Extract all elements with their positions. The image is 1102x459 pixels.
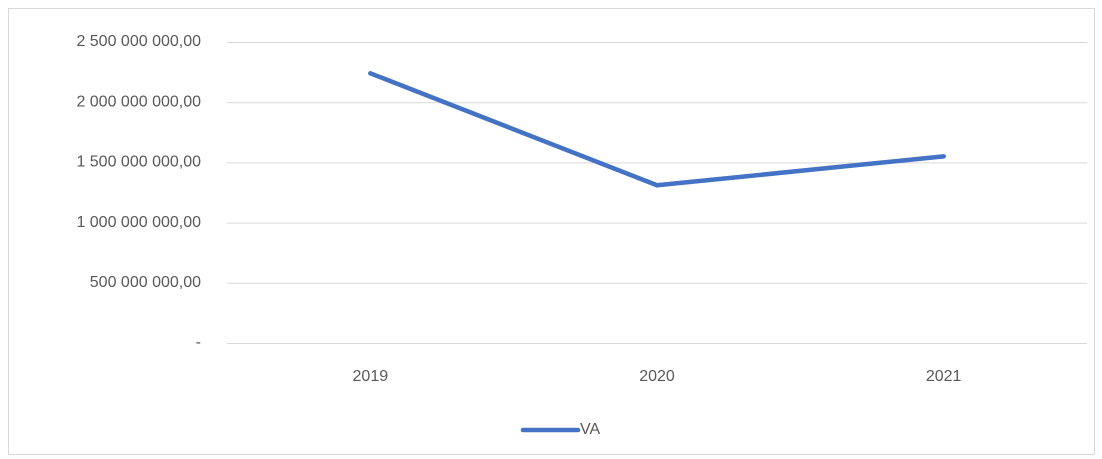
y-tick-label: - [196,334,201,351]
data-line [368,71,946,188]
y-tick-label: 1 500 000 000,00 [76,154,201,171]
x-tick-label: 2021 [926,368,962,385]
x-tick-label: 2019 [353,368,389,385]
legend-label: VA [580,421,600,438]
y-tick-label: 1 000 000 000,00 [76,214,201,231]
y-tick-label: 2 500 000 000,00 [76,33,201,50]
chart-frame [8,8,1095,455]
y-tick-label: 2 000 000 000,00 [76,93,201,110]
x-tick-label: 2020 [639,368,675,385]
y-tick-label: 500 000 000,00 [90,274,201,291]
